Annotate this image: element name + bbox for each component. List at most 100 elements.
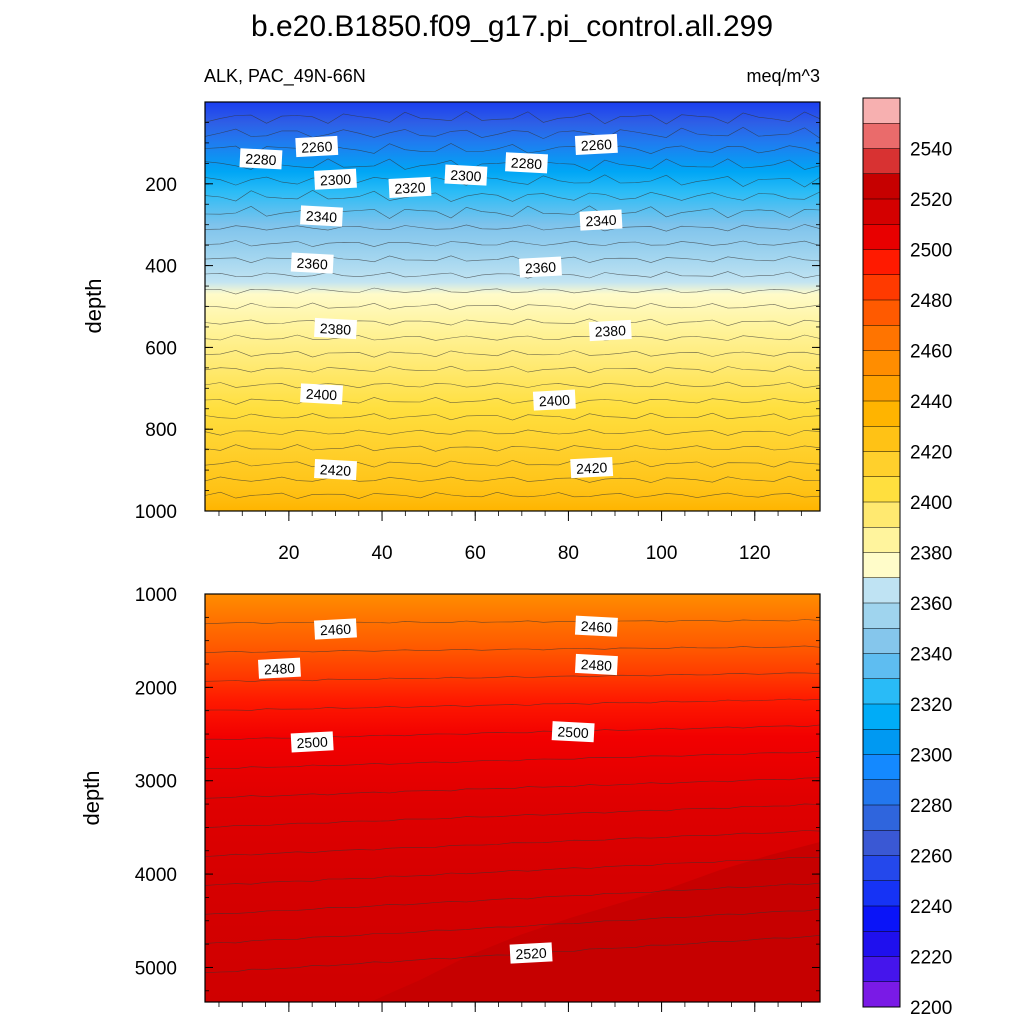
contour-label-text: 2500 (557, 723, 589, 741)
contour-line (204, 750, 821, 770)
contour-label-text: 2480 (580, 656, 612, 674)
contour-label-text: 2340 (585, 212, 617, 230)
contour-label-box (570, 457, 614, 479)
contour-label-box (290, 252, 334, 274)
contour-line (204, 803, 821, 828)
contour-line (204, 460, 821, 468)
colorbar-swatch (863, 906, 900, 932)
contour-label: 2360 (290, 252, 334, 274)
x-tick-label: 120 (739, 543, 771, 564)
contour-line (204, 365, 821, 374)
colorbar-swatch (863, 603, 900, 629)
contour-label-text: 2280 (511, 154, 543, 172)
colorbar-swatch (863, 350, 900, 377)
y-tick-label: 4000 (135, 865, 177, 886)
contour-label-box (258, 657, 301, 679)
contour-label-text: 2420 (320, 461, 352, 479)
contour-line (204, 111, 821, 125)
colorbar-swatch (863, 779, 900, 806)
contour-line (204, 318, 821, 327)
contour-label-box (574, 615, 618, 637)
contour-label-box (505, 152, 548, 174)
colorbar-swatch (863, 981, 900, 1008)
contour-label-box (579, 209, 623, 231)
contour-line (204, 240, 821, 247)
contour-line (204, 672, 821, 683)
contour-line (204, 224, 821, 232)
units-label: meq/m^3 (747, 66, 820, 86)
contour-line (204, 174, 821, 188)
contour-line (204, 698, 821, 711)
contour-label-text: 2380 (320, 320, 352, 338)
contour-label-text: 2420 (576, 459, 608, 477)
contour-line (204, 475, 821, 483)
colorbar-label: 2440 (910, 392, 952, 413)
contour-line (204, 830, 821, 857)
contour-label-box (295, 135, 339, 158)
colorbar-swatch (863, 274, 900, 301)
contour-label-box (551, 721, 595, 743)
y-tick-label: 600 (145, 338, 177, 359)
contour-label: 2400 (300, 383, 343, 405)
contour-label-text: 2280 (245, 150, 277, 168)
y-tick-label: 400 (145, 257, 177, 278)
colorbar-swatch (863, 300, 900, 326)
contour-label: 2460 (314, 618, 357, 640)
x-tick-label: 80 (558, 543, 579, 564)
contour-label: 2400 (532, 389, 576, 411)
contour-label-text: 2500 (296, 734, 328, 752)
colorbar-label: 2280 (910, 796, 952, 817)
colorbar-swatch (863, 325, 900, 351)
contour-label: 2260 (295, 135, 339, 158)
contour-line (204, 334, 821, 341)
colorbar-swatch (863, 628, 900, 654)
contour-label-text: 2300 (320, 171, 352, 189)
contour-line (204, 777, 821, 799)
contour-line (204, 350, 821, 358)
variable-label: ALK, PAC_49N-66N (204, 66, 366, 87)
contour-label: 2420 (314, 459, 357, 481)
upper-x-axis: 20 40 60 80 100 120 (218, 511, 802, 564)
lower-x-axis (218, 1002, 802, 1012)
colorbar-label: 2540 (910, 140, 952, 161)
y-tick-label: 3000 (135, 772, 177, 793)
contour-label-box (314, 459, 357, 481)
colorbar-swatch (863, 805, 900, 831)
colorbar-label: 2240 (910, 897, 952, 918)
contour-label-text: 2360 (525, 259, 557, 277)
contour-label-box (532, 389, 576, 411)
colorbar-label: 2320 (910, 695, 952, 716)
colorbar-swatch (863, 123, 900, 149)
colorbar-swatch (863, 148, 900, 175)
colorbar-swatch (863, 249, 900, 276)
colorbar-swatch (863, 704, 900, 730)
contour-label: 2280 (505, 152, 548, 174)
x-tick-label: 40 (371, 543, 392, 564)
contour-label: 2320 (388, 176, 432, 198)
contour-label-text: 2400 (306, 386, 338, 404)
contour-label-text: 2260 (580, 136, 612, 154)
contour-label-text: 2300 (450, 167, 482, 185)
colorbar-label: 2360 (910, 594, 952, 615)
contour-line (204, 190, 821, 202)
colorbar-swatch (863, 956, 900, 983)
colorbar-swatch (863, 552, 900, 579)
contour-label-box (300, 205, 343, 227)
upper-y-axis-label: depth (81, 278, 106, 333)
contour-line (204, 271, 821, 279)
contour-label: 2500 (551, 721, 595, 743)
x-tick-label: 20 (278, 543, 299, 564)
contour-line (204, 908, 821, 944)
contour-line (204, 412, 821, 421)
colorbar-swatch (863, 931, 900, 957)
colorbar-swatch (863, 173, 900, 200)
colorbar-swatch (863, 729, 900, 755)
colorbar-label: 2460 (910, 342, 952, 363)
colorbar-label: 2420 (910, 443, 952, 464)
contour-label-text: 2480 (264, 660, 296, 678)
colorbar-swatch (863, 401, 900, 427)
colorbar-label: 2300 (910, 746, 952, 767)
colorbar-swatch (863, 880, 900, 907)
upper-contour-labels: 2260 2280 2260 2280 2300 2300 2320 2340 2340 2360… (239, 133, 632, 481)
